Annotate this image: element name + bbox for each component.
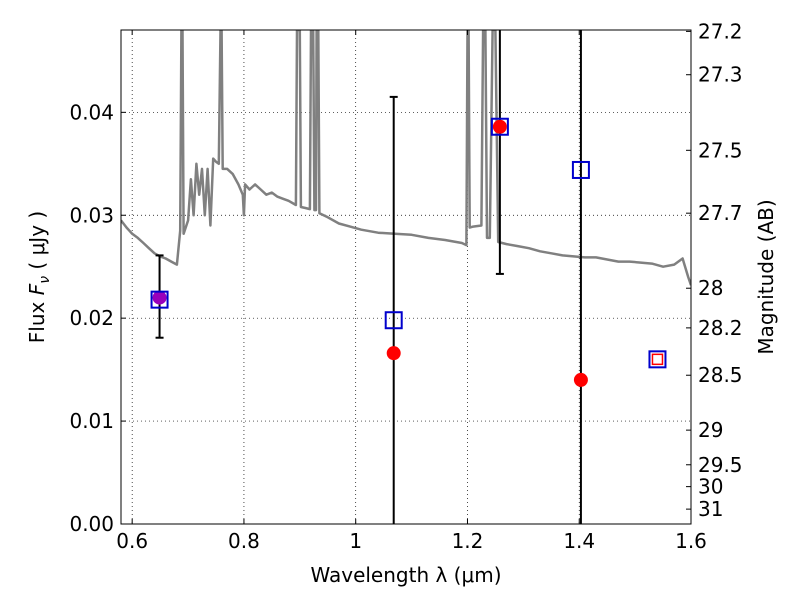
x-tick-label: 1.6 [675, 529, 707, 553]
model-phot-square [384, 311, 403, 330]
mag-tick-label: 27.2 [698, 19, 743, 43]
grid-lines [121, 30, 691, 524]
mag-tick-label: 27.3 [698, 63, 743, 87]
x-tick-label: 0.6 [116, 529, 148, 553]
axis-ticks [121, 30, 692, 525]
mag-tick-label: 29 [698, 418, 723, 442]
x-tick-label: 1.2 [452, 529, 484, 553]
mag-tick-label: 27.7 [698, 201, 743, 225]
tick-labels: 0.6 0.8 1 1.2 1.4 1.6 0.00 0.01 0.02 0.03 0.04 27.2… [69, 19, 742, 553]
data-markers [150, 117, 667, 387]
x-tick-label: 0.8 [228, 529, 260, 553]
observed-limit-square [651, 353, 664, 366]
error-bars [155, 30, 582, 524]
observed-point [386, 346, 401, 361]
mag-tick-label: 29.5 [698, 453, 743, 477]
mag-tick-label: 28.2 [698, 316, 743, 340]
y-tick-label: 0.01 [69, 409, 114, 433]
mag-tick-label: 30 [698, 475, 723, 499]
y-tick-label: 0.04 [69, 100, 114, 124]
model-spectrum [121, 30, 691, 286]
x-tick-label: 1.4 [563, 529, 595, 553]
y-tick-label: 0.03 [69, 203, 114, 227]
x-axis-label: Wavelength λ (μm) [310, 563, 501, 587]
model-phot-square [571, 160, 590, 179]
plot-frame [120, 29, 692, 525]
model-phot-square [490, 117, 509, 136]
observed-point [573, 372, 588, 387]
model-phot-square [150, 290, 169, 309]
spectrum-line [121, 30, 691, 286]
mag-tick-label: 28.5 [698, 363, 743, 387]
observed-point [152, 290, 167, 305]
mag-tick-label: 28 [698, 276, 723, 300]
observed-point [492, 119, 507, 134]
y-tick-label: 0.02 [69, 306, 114, 330]
y2-axis-label: Magnitude (AB) [754, 199, 778, 354]
mag-tick-label: 31 [698, 497, 723, 521]
mag-tick-label: 27.5 [698, 138, 743, 162]
model-phot-square [648, 350, 667, 369]
y-axis-label: Flux Fν ( μJy ) [25, 211, 53, 343]
x-tick-label: 1 [349, 529, 362, 553]
y-tick-label: 0.00 [69, 512, 114, 536]
